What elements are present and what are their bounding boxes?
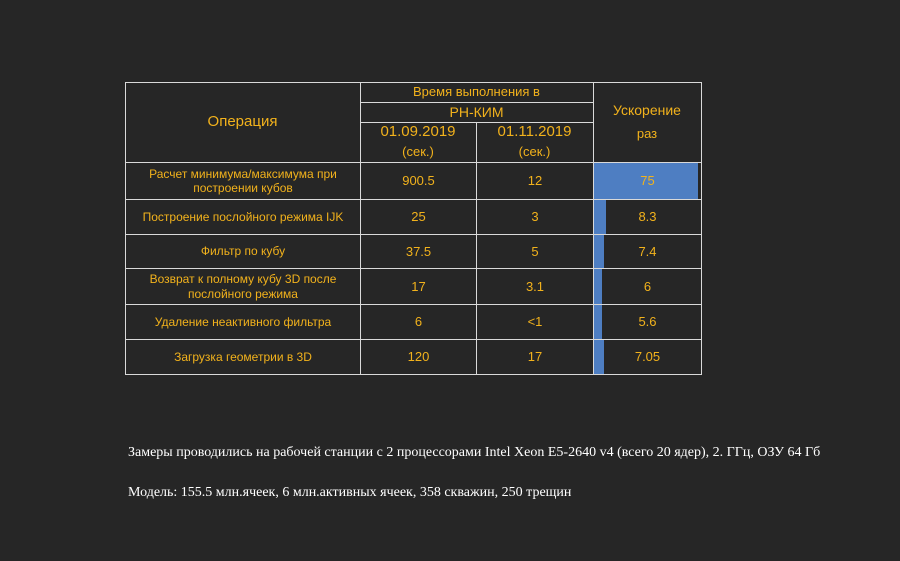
header-unit-1: (сек.) (402, 144, 434, 160)
row-time-1: 900.5 (402, 173, 435, 189)
row-time-2: 3 (531, 209, 539, 225)
row-time-1: 17 (411, 278, 426, 294)
row-operation-name: Загрузка геометрии в 3D (174, 349, 312, 364)
row-time-2: 5 (531, 243, 539, 259)
row-time-2: 17 (527, 349, 543, 365)
row-speedup-value: 7.05 (634, 349, 661, 365)
table-border-left (125, 82, 126, 375)
header-operation: Операция (207, 113, 278, 130)
row-speedup-value: 75 (640, 173, 655, 189)
row-time-1: 25 (411, 209, 426, 225)
header-speedup-line2: раз (636, 126, 658, 142)
header-date-2: 01.11.2019 (497, 123, 572, 140)
speedup-table: Операция Время выполнения в РН-КИМ 01.09… (125, 82, 702, 375)
header-speedup-line1: Ускорение (613, 102, 681, 119)
row-speedup-value: 5.6 (638, 314, 657, 330)
header-divider-time-1 (360, 102, 593, 103)
column-divider-3 (593, 82, 594, 375)
header-bottom-line (125, 162, 702, 163)
speedup-bar (594, 200, 606, 234)
column-divider-2 (476, 122, 477, 375)
column-divider-1 (360, 82, 361, 375)
speedup-bar (594, 305, 602, 339)
table-border-bottom (125, 374, 702, 375)
speedup-bar (594, 340, 604, 374)
row-divider-3 (125, 268, 702, 269)
row-time-1: 6 (414, 314, 423, 330)
row-operation-name: Расчет минимума/максимума при построении… (149, 166, 337, 195)
table-border-right (701, 82, 702, 375)
row-time-2: <1 (527, 314, 543, 330)
row-operation-name: Удаление неактивного фильтра (154, 314, 332, 329)
model-note: Модель: 155.5 млн.ячеек, 6 млн.активных … (128, 485, 572, 500)
row-divider-1 (125, 199, 702, 200)
hardware-note: Замеры проводились на рабочей станции с … (128, 445, 821, 460)
speedup-bar (594, 235, 604, 268)
header-time-line1: Время выполнения в (413, 84, 540, 100)
row-time-2: 3.1 (525, 278, 545, 294)
header-time-line2: РН-КИМ (449, 103, 504, 120)
row-speedup-value: 8.3 (638, 209, 657, 225)
row-operation-name: Фильтр по кубу (200, 244, 286, 259)
header-speedup: Ускорение раз (593, 82, 701, 162)
row-divider-5 (125, 339, 702, 340)
row-speedup-value: 7.4 (638, 243, 657, 259)
row-operation-name: Возврат к полному кубу 3D после послойно… (149, 272, 337, 301)
header-date-1: 01.09.2019 (380, 123, 456, 140)
speedup-bar (594, 163, 698, 199)
row-time-2: 12 (527, 173, 543, 189)
row-divider-2 (125, 234, 702, 235)
header-unit-2: (сек.) (518, 144, 551, 160)
row-operation-name: Построение послойного режима IJK (142, 209, 344, 224)
row-time-1: 120 (407, 349, 430, 365)
table-border-top (125, 82, 702, 83)
row-time-1: 37.5 (405, 243, 432, 259)
row-speedup-value: 6 (643, 278, 652, 294)
speedup-bar (594, 269, 602, 304)
row-divider-4 (125, 304, 702, 305)
